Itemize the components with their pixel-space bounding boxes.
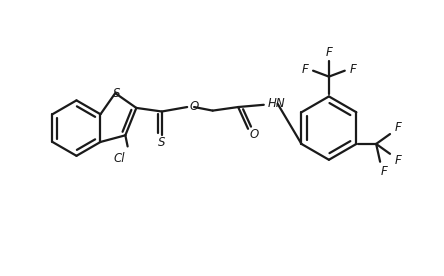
Text: HN: HN bbox=[268, 97, 285, 110]
Text: Cl: Cl bbox=[114, 152, 126, 165]
Text: F: F bbox=[395, 121, 401, 134]
Text: F: F bbox=[349, 63, 356, 76]
Text: F: F bbox=[302, 63, 309, 76]
Text: F: F bbox=[325, 46, 332, 59]
Text: S: S bbox=[158, 136, 166, 149]
Text: F: F bbox=[381, 165, 388, 178]
Text: S: S bbox=[112, 87, 120, 100]
Text: O: O bbox=[190, 100, 199, 113]
Text: O: O bbox=[250, 128, 258, 141]
Text: F: F bbox=[395, 154, 401, 167]
